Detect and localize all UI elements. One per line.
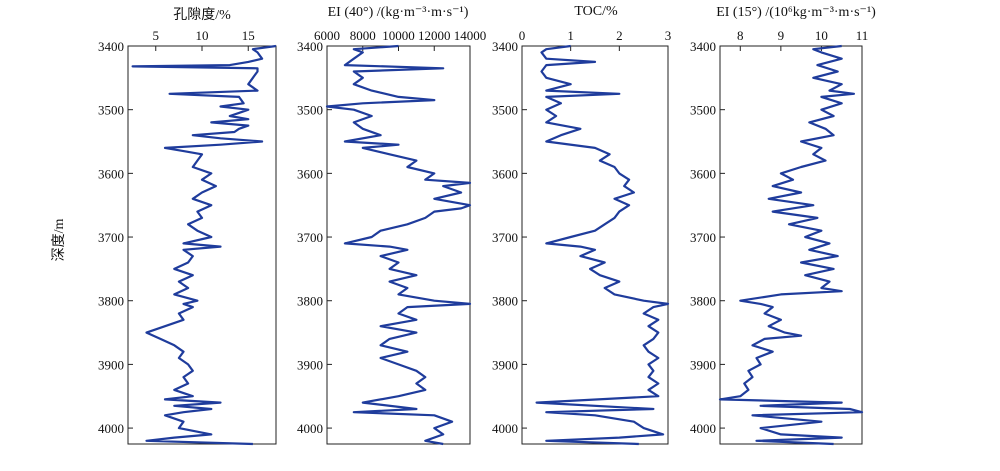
log-curve — [131, 44, 277, 446]
y-tick-label: 4000 — [297, 421, 323, 436]
x-tick-label: 3 — [665, 28, 672, 43]
y-tick-label: 3400 — [297, 39, 323, 54]
y-tick-label: 3700 — [98, 230, 124, 245]
y-tick-label: 3400 — [98, 39, 124, 54]
x-tick-label: 1 — [567, 28, 574, 43]
y-tick-label: 3700 — [297, 230, 323, 245]
y-tick-label: 3800 — [492, 294, 518, 309]
x-tick-label: 14000 — [454, 28, 487, 43]
y-tick-label: 3800 — [98, 294, 124, 309]
y-tick-label: 3900 — [690, 357, 716, 372]
y-tick-label: 3800 — [297, 294, 323, 309]
y-tick-label: 3600 — [297, 166, 323, 181]
y-tick-label: 3700 — [492, 230, 518, 245]
x-tick-label: 10000 — [382, 28, 415, 43]
x-tick-label: 2 — [616, 28, 623, 43]
x-tick-label: 15 — [242, 28, 255, 43]
y-tick-label: 3400 — [690, 39, 716, 54]
log-curve — [718, 44, 864, 446]
x-tick-label: 12000 — [418, 28, 451, 43]
y-tick-label: 3900 — [297, 357, 323, 372]
x-tick-label: 10 — [815, 28, 828, 43]
log-curve — [535, 44, 670, 446]
panel-title-porosity: 孔隙度/% — [173, 8, 231, 23]
y-tick-label: 4000 — [98, 421, 124, 436]
y-tick-label: 3500 — [297, 103, 323, 118]
y-tick-label: 3900 — [98, 357, 124, 372]
y-tick-label: 3800 — [690, 294, 716, 309]
y-tick-label: 3600 — [98, 166, 124, 181]
y-tick-label: 4000 — [690, 421, 716, 436]
x-tick-label: 11 — [856, 28, 869, 43]
y-tick-label: 3500 — [690, 103, 716, 118]
x-tick-label: 6000 — [314, 28, 340, 43]
panel-frame — [521, 45, 669, 445]
x-tick-label: 8 — [737, 28, 744, 43]
panel-frame — [719, 45, 863, 445]
y-tick-label: 3700 — [690, 230, 716, 245]
y-tick-label: 3900 — [492, 357, 518, 372]
x-tick-label: 0 — [519, 28, 526, 43]
x-tick-label: 9 — [778, 28, 785, 43]
y-tick-label: 3600 — [690, 166, 716, 181]
y-tick-label: 3500 — [492, 103, 518, 118]
log-curve — [325, 44, 472, 446]
x-tick-label: 5 — [153, 28, 160, 43]
panel-title-toc: TOC/% — [574, 4, 618, 19]
panel-title-ei40: EI (40°) /(kg·m⁻³·m·s⁻¹) — [327, 5, 469, 20]
y-tick-label: 3400 — [492, 39, 518, 54]
panel-frame — [326, 45, 471, 445]
y-tick-label: 3600 — [492, 166, 518, 181]
x-tick-label: 10 — [196, 28, 209, 43]
x-tick-label: 8000 — [350, 28, 376, 43]
y-tick-label: 4000 — [492, 421, 518, 436]
panel-title-ei15: EI (15°) /(10⁶kg·m⁻³·m·s⁻¹) — [716, 5, 876, 20]
y-tick-label: 3500 — [98, 103, 124, 118]
